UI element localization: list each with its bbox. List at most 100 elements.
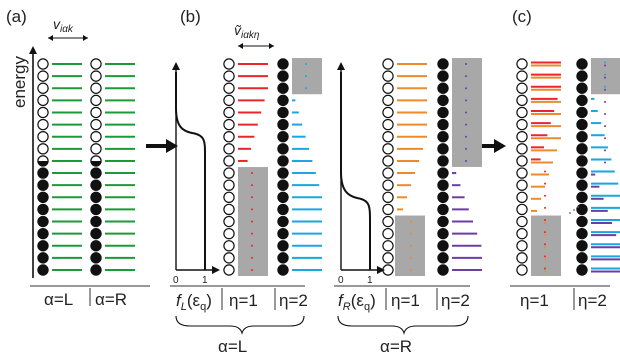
label-eta1-b-L: η=1 [229, 291, 258, 310]
b-R-eta1-occ-10 [382, 179, 394, 191]
b-L-eta2-occ-3 [277, 94, 289, 107]
label-fR-close: ) [370, 291, 376, 310]
c-eta1-red-10 [544, 182, 546, 185]
b-L-eta1-level-10 [251, 184, 253, 187]
b-L-eta1-occ-3 [223, 94, 235, 107]
label-fR-sub: R [343, 301, 351, 313]
b-R-eta2-occ-14 [437, 227, 449, 240]
transition-arrowhead-ab [166, 139, 178, 153]
label-eta1-c: η=1 [520, 291, 549, 310]
a-L-occ-14 [37, 227, 49, 240]
c-eta2-occ-6 [576, 131, 588, 143]
b-L-eta1-occ-9 [223, 167, 235, 179]
a-R-occ-12 [90, 203, 102, 216]
label-fL-sub: L [181, 301, 187, 313]
c-eta1-orange-15 [544, 246, 546, 249]
transition-arrowhead-bc [494, 139, 506, 153]
c-eta2-shade [591, 58, 620, 95]
a-R-occ-5 [90, 118, 102, 131]
b-R-eta1-occ-0 [382, 58, 394, 70]
b-L-eta1-occ-13 [223, 215, 235, 228]
b-L-eta2-level-1 [305, 75, 307, 78]
c-eta2-occ-2 [576, 82, 588, 94]
b-R-eta1-occ-7 [382, 143, 394, 155]
a-L-occ-2 [37, 82, 49, 94]
c-eta2-occ-1 [576, 70, 588, 82]
a-R-occ-0 [90, 58, 102, 70]
c-eta2-occ-16 [576, 252, 588, 264]
width-annotation-a: viαk [48, 16, 88, 41]
b-R-eta2-level-1 [465, 75, 467, 78]
b-L-eta1-occ-8 [223, 155, 235, 167]
label-eta2-b-L: η=2 [279, 291, 308, 310]
b-L-eta2-occ-12 [277, 203, 289, 216]
b-L-eta2-occ-6 [277, 131, 289, 143]
occupation-tick-1-R: 1 [367, 275, 373, 286]
b-R-eta2-level-7 [465, 147, 467, 150]
c-eta1-occ-2 [516, 82, 528, 94]
c-eta2-occ-7 [576, 143, 588, 155]
c-eta1-occ-4 [516, 106, 528, 119]
c-eta1-red-9 [544, 170, 546, 173]
a-L-occ-7 [37, 143, 49, 155]
label-fL-close: ) [206, 291, 212, 310]
b-R-eta2-level-2 [465, 87, 467, 90]
c-eta2-purple-4 [604, 112, 606, 115]
a-R-occ-13 [90, 215, 102, 228]
b-R-eta2-occ-4 [437, 106, 449, 119]
c-eta2-purple-6 [604, 137, 606, 140]
c-eta1-red-15 [544, 243, 546, 246]
b-L-eta1-level-12 [251, 208, 253, 211]
c-eta1-occ-7 [516, 143, 528, 155]
a-R-occ-3 [90, 94, 102, 107]
b-L-eta2-level-0 [305, 63, 307, 65]
c-eta1-occ-5 [516, 118, 528, 131]
label-fR: fR(εq) [338, 291, 376, 313]
b-L-eta1-occ-7 [223, 143, 235, 155]
b-L-eta1-occ-17 [223, 264, 235, 276]
b-R-eta1-level-17 [410, 269, 412, 271]
b-R-eta2-occ-0 [437, 58, 449, 70]
width-subscript-b: iαkη [241, 30, 260, 41]
a-R-occ-1 [90, 70, 102, 82]
b-R-eta1-occ-9 [382, 167, 394, 179]
panel-label-c: (c) [512, 7, 532, 26]
a-L-occ-8 [37, 155, 49, 167]
b-L-eta1-occ-4 [223, 106, 235, 119]
c-eta2-blue-2 [604, 85, 606, 88]
b-L-eta2-occ-17 [277, 264, 289, 276]
label-eta1-b-R: η=1 [391, 291, 420, 310]
label-alpha-R-a: α=R [95, 290, 127, 309]
b-R-eta2-occ-9 [437, 167, 449, 179]
b-R-eta1-level-16 [410, 256, 412, 259]
occupation-tick-1-L: 1 [202, 275, 208, 286]
c-eta1-occ-17 [516, 264, 528, 276]
b-R-eta1-occ-11 [382, 191, 394, 203]
b-L-eta2-occ-15 [277, 240, 289, 252]
c-eta1-orange-14 [544, 234, 546, 237]
b-L-eta2-occ-10 [277, 179, 289, 191]
b-L-eta1-occ-0 [223, 58, 235, 70]
b-R-eta2-level-0 [465, 63, 467, 65]
c-eta1-red-14 [544, 231, 546, 234]
shade-layer [238, 58, 620, 276]
b-L-eta2-occ-11 [277, 191, 289, 203]
c-eta1-occ-13 [516, 215, 528, 228]
b-L-eta1-level-11 [251, 196, 253, 199]
c-eta2-occ-0 [576, 58, 588, 70]
a-R-occ-2 [90, 82, 102, 94]
label-fR-base: f [338, 291, 345, 310]
label-eta2-b-R: η=2 [441, 291, 470, 310]
bracket-label-alpha-R: α=R [380, 337, 412, 356]
width-symbol-b: ṽ [234, 22, 242, 38]
a-L-occ-9 [37, 167, 49, 179]
b-R-eta2-occ-5 [437, 118, 449, 131]
c-eta2-purple-1 [604, 76, 606, 79]
c-eta1-red-13 [544, 219, 546, 222]
b-R-eta2-level-4 [465, 111, 467, 114]
b-R-eta1-occ-2 [382, 82, 394, 94]
a-R-occ-8 [90, 155, 102, 167]
fermi-curve-R [340, 72, 371, 270]
c-eta2-occ-8 [576, 155, 588, 167]
